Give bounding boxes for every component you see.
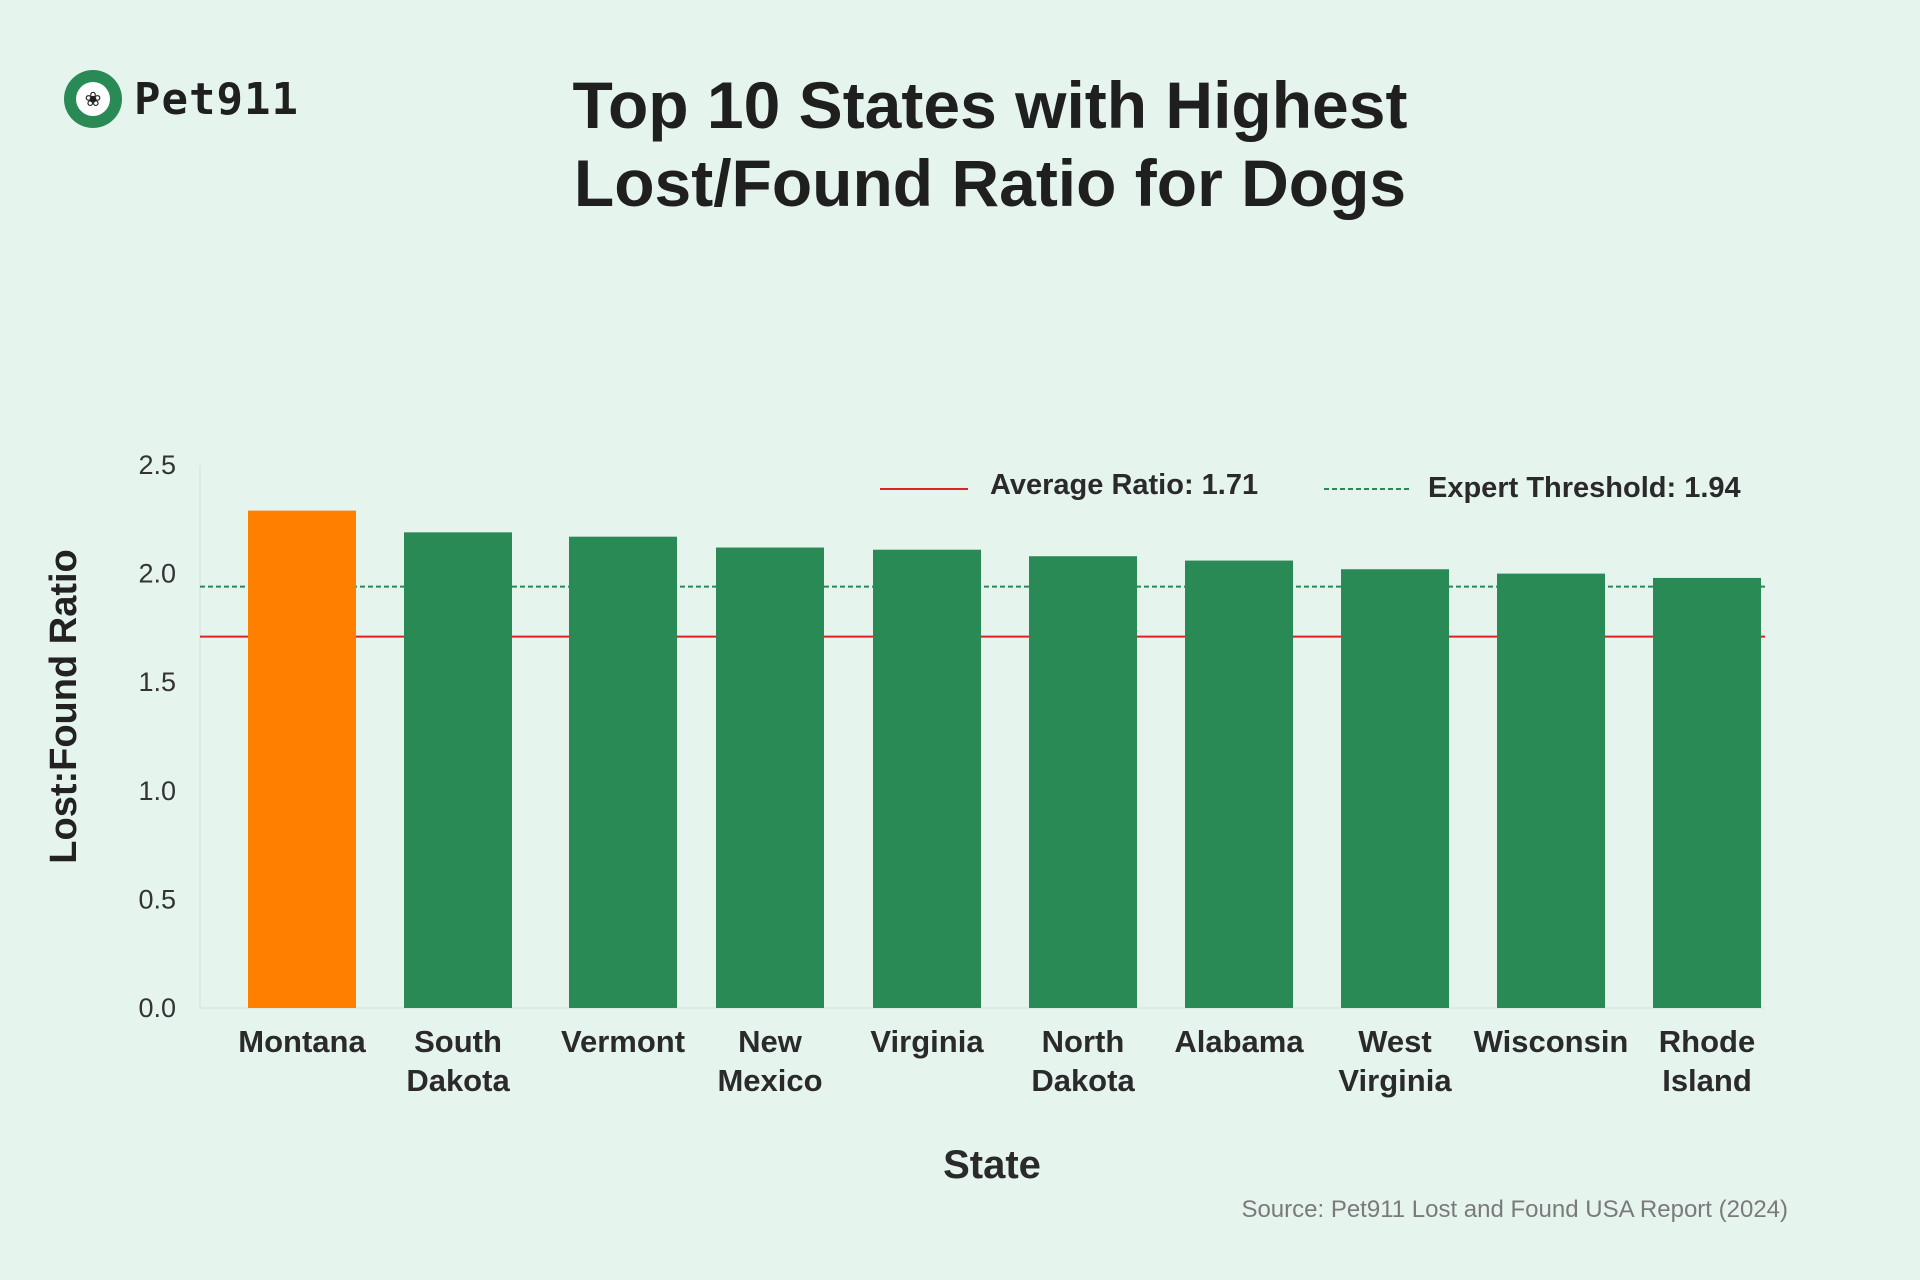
bar-rhode-island — [1653, 577, 1761, 1008]
paw-icon: ❀ — [84, 87, 102, 111]
legend-label-expert: Expert Threshold: 1.94 — [1428, 472, 1741, 504]
x-axis-label: State — [943, 1143, 1041, 1187]
x-tick-label: Virginia — [870, 1024, 984, 1059]
bar-montana — [248, 510, 356, 1008]
chart-title-line-2: Lost/Found Ratio for Dogs — [573, 146, 1407, 220]
y-axis-label: Lost:Found Ratio — [43, 549, 85, 863]
bar-vermont — [569, 536, 677, 1008]
pet911-logo: ❀ Pet911 — [64, 70, 299, 128]
x-tick-label: Alabama — [1174, 1024, 1304, 1059]
bar-south-dakota — [404, 532, 512, 1008]
x-tick-label: Dakota — [406, 1063, 510, 1098]
bar-north-dakota — [1029, 556, 1137, 1008]
chart-title-line-1: Top 10 States with Highest — [572, 68, 1408, 142]
x-tick-label: Island — [1662, 1063, 1752, 1098]
x-tick-label: North — [1042, 1024, 1125, 1059]
x-tick-label: Dakota — [1031, 1063, 1135, 1098]
x-tick-label: New — [738, 1024, 803, 1059]
x-tick-label: Wisconsin — [1474, 1024, 1629, 1059]
y-tick-label: 1.0 — [138, 776, 176, 806]
x-tick-label: Rhode — [1659, 1024, 1755, 1059]
x-tick-label: Virginia — [1338, 1063, 1452, 1098]
y-tick-label: 2.5 — [138, 450, 176, 480]
x-tick-label: Mexico — [717, 1063, 822, 1098]
bar-west-virginia — [1341, 569, 1449, 1008]
bar-wisconsin — [1497, 573, 1605, 1008]
chart-title: Top 10 States with Highest Lost/Found Ra… — [460, 66, 1520, 222]
logo-badge: ❀ — [64, 70, 122, 128]
logo-text: Pet911 — [134, 73, 299, 125]
x-tick-label: Montana — [238, 1024, 366, 1059]
bar-alabama — [1185, 560, 1293, 1008]
x-tick-label: Vermont — [561, 1024, 685, 1059]
bar-new-mexico — [716, 547, 824, 1008]
y-tick-label: 0.0 — [138, 993, 176, 1023]
x-tick-label: West — [1358, 1024, 1432, 1059]
y-tick-label: 2.0 — [138, 559, 176, 589]
x-tick-label: South — [414, 1024, 502, 1059]
legend-label-average: Average Ratio: 1.71 — [990, 469, 1258, 501]
bar-virginia — [873, 549, 981, 1008]
y-tick-label: 0.5 — [138, 884, 176, 914]
source-note: Source: Pet911 Lost and Found USA Report… — [1241, 1196, 1788, 1223]
y-tick-label: 1.5 — [138, 667, 176, 697]
